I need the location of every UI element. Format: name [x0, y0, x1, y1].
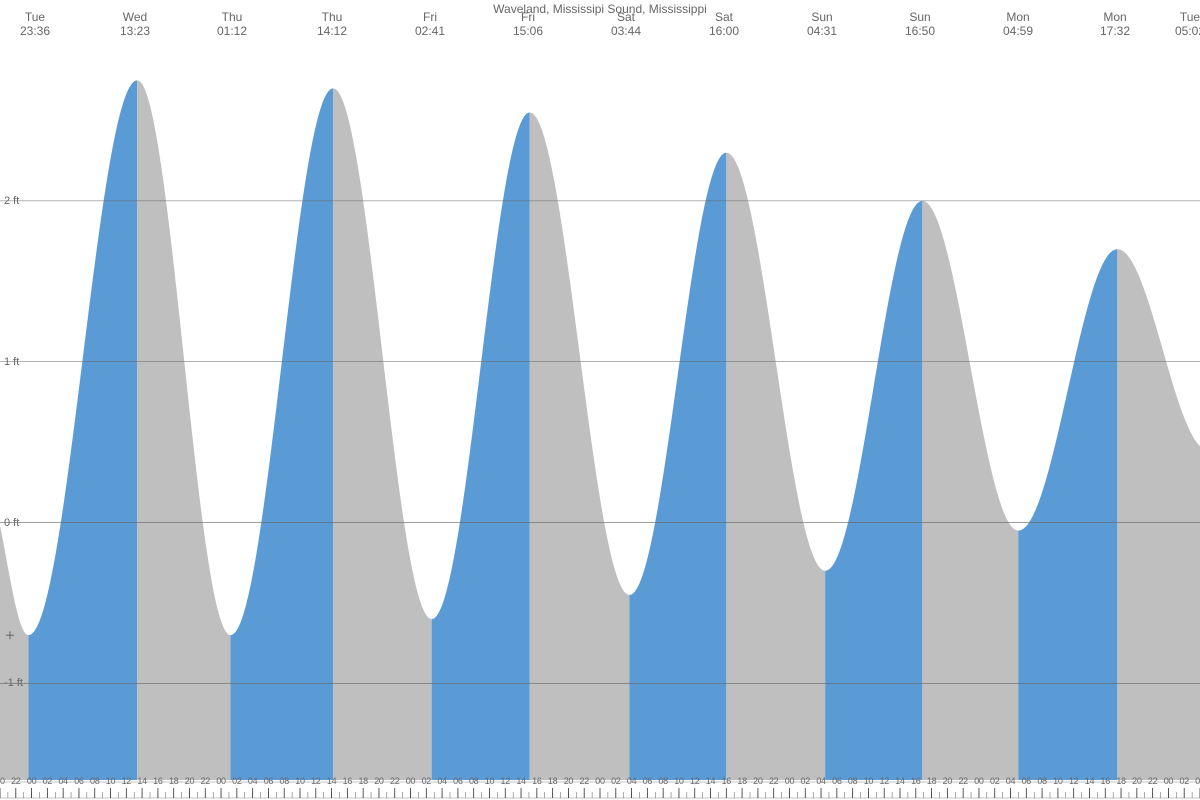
chart-svg: [0, 0, 1200, 800]
x-tick-label: 02: [990, 776, 999, 786]
x-tick-label: 14: [1085, 776, 1094, 786]
x-tick-label: 20: [943, 776, 952, 786]
x-tick-label: 14: [137, 776, 146, 786]
x-tick-label: 12: [122, 776, 131, 786]
x-tick-label: 18: [737, 776, 746, 786]
x-tick-label: 18: [358, 776, 367, 786]
x-tick-label: 00: [785, 776, 794, 786]
tide-event-label: Thu01:12: [217, 10, 247, 39]
x-tick-label: 20: [1132, 776, 1141, 786]
x-tick-label: 16: [911, 776, 920, 786]
x-tick-label: 08: [848, 776, 857, 786]
y-tick-label: 2 ft: [4, 195, 19, 207]
x-tick-label: 06: [453, 776, 462, 786]
x-tick-label: 04: [58, 776, 67, 786]
x-tick-label: 14: [706, 776, 715, 786]
x-tick-label: 10: [864, 776, 873, 786]
x-tick-label: 14: [327, 776, 336, 786]
tide-event-label: Thu14:12: [317, 10, 347, 39]
x-tick-label: 02: [422, 776, 431, 786]
x-tick-label: 22: [201, 776, 210, 786]
x-tick-label: 12: [690, 776, 699, 786]
x-tick-label: 14: [516, 776, 525, 786]
x-tick-label: 04: [1195, 776, 1200, 786]
x-tick-label: 16: [343, 776, 352, 786]
tide-event-label: Sat16:00: [709, 10, 739, 39]
x-tick-label: 00: [595, 776, 604, 786]
x-tick-label: 00: [216, 776, 225, 786]
tide-event-label: Tue05:02: [1175, 10, 1200, 39]
x-tick-label: 20: [564, 776, 573, 786]
x-tick-label: 18: [548, 776, 557, 786]
x-tick-label: 22: [769, 776, 778, 786]
x-tick-label: 00: [406, 776, 415, 786]
x-tick-label: 12: [311, 776, 320, 786]
x-tick-label: 20: [0, 776, 5, 786]
x-tick-label: 16: [1101, 776, 1110, 786]
x-tick-label: 10: [674, 776, 683, 786]
tide-event-label: Sun04:31: [807, 10, 837, 39]
x-tick-label: 00: [27, 776, 36, 786]
x-tick-label: 22: [1148, 776, 1157, 786]
x-tick-label: 02: [232, 776, 241, 786]
x-tick-label: 08: [1037, 776, 1046, 786]
tide-chart: Waveland, Mississipi Sound, Mississippi: [0, 0, 1200, 800]
x-tick-label: 04: [627, 776, 636, 786]
x-tick-label: 10: [1053, 776, 1062, 786]
x-tick-label: 18: [1116, 776, 1125, 786]
x-tick-label: 02: [1179, 776, 1188, 786]
x-tick-label: 22: [958, 776, 967, 786]
x-tick-label: 10: [295, 776, 304, 786]
x-tick-label: 06: [832, 776, 841, 786]
y-tick-label: 1 ft: [4, 356, 19, 368]
x-tick-label: 22: [579, 776, 588, 786]
x-tick-label: 16: [722, 776, 731, 786]
x-tick-label: 18: [169, 776, 178, 786]
tide-event-label: Mon04:59: [1003, 10, 1033, 39]
x-tick-label: 06: [74, 776, 83, 786]
x-tick-label: 12: [879, 776, 888, 786]
x-tick-label: 08: [658, 776, 667, 786]
tide-event-label: Fri15:06: [513, 10, 543, 39]
x-tick-label: 00: [974, 776, 983, 786]
x-tick-label: 04: [248, 776, 257, 786]
x-tick-label: 12: [1069, 776, 1078, 786]
x-tick-label: 10: [485, 776, 494, 786]
x-tick-label: 20: [374, 776, 383, 786]
x-tick-label: 22: [390, 776, 399, 786]
x-tick-label: 06: [1022, 776, 1031, 786]
tide-event-label: Sat03:44: [611, 10, 641, 39]
x-tick-label: 02: [43, 776, 52, 786]
tide-event-label: Fri02:41: [415, 10, 445, 39]
x-tick-label: 06: [643, 776, 652, 786]
y-tick-label: 0 ft: [4, 517, 19, 529]
tide-event-label: Mon17:32: [1100, 10, 1130, 39]
x-tick-label: 08: [469, 776, 478, 786]
x-tick-label: 08: [90, 776, 99, 786]
x-tick-label: 02: [611, 776, 620, 786]
x-tick-label: 04: [437, 776, 446, 786]
x-tick-label: 10: [106, 776, 115, 786]
x-tick-label: 08: [279, 776, 288, 786]
x-tick-label: 06: [264, 776, 273, 786]
x-tick-label: 16: [532, 776, 541, 786]
tide-event-label: Sun16:50: [905, 10, 935, 39]
x-tick-label: 12: [501, 776, 510, 786]
x-tick-label: 02: [801, 776, 810, 786]
x-tick-label: 00: [1164, 776, 1173, 786]
tide-event-label: Wed13:23: [120, 10, 150, 39]
x-tick-label: 20: [753, 776, 762, 786]
x-tick-label: 04: [816, 776, 825, 786]
x-tick-label: 22: [11, 776, 20, 786]
y-tick-label: -1 ft: [4, 677, 23, 689]
tide-event-label: Tue23:36: [20, 10, 50, 39]
x-tick-label: 16: [153, 776, 162, 786]
x-tick-label: 04: [1006, 776, 1015, 786]
x-tick-label: 14: [895, 776, 904, 786]
x-tick-label: 20: [185, 776, 194, 786]
x-tick-label: 18: [927, 776, 936, 786]
